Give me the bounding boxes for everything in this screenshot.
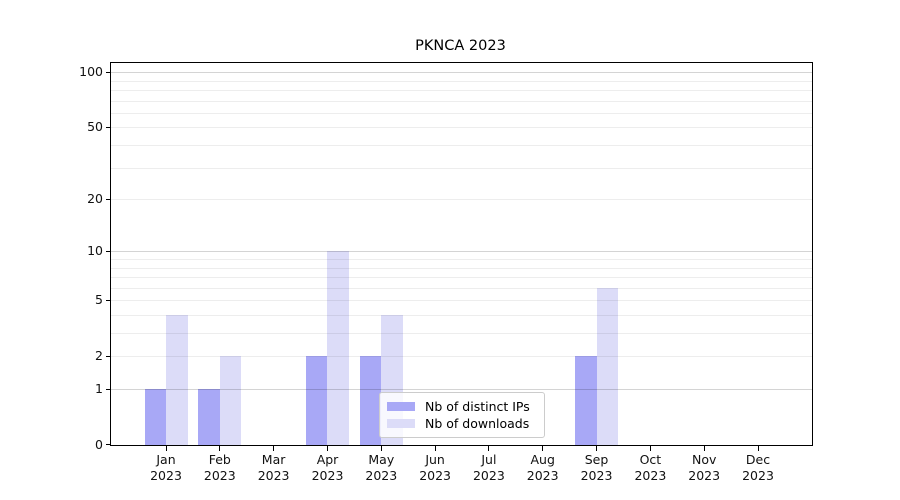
legend: Nb of distinct IPs Nb of downloads [379,392,545,438]
y-tick-label: 20 [87,191,103,206]
y-tick-mark [106,300,110,302]
y-tick-mark [106,389,110,390]
bar-distinct-ips [305,356,328,445]
x-tick-label: Oct 2023 [634,452,667,483]
x-tick-mark [165,446,167,451]
x-tick-label: Jan 2023 [150,452,182,483]
x-tick-mark [542,446,544,451]
x-tick-mark [273,446,275,451]
gridline-major [111,72,812,74]
legend-swatch-downloads [387,419,415,428]
gridline-minor [111,100,812,102]
x-tick-mark [649,446,651,451]
x-tick-label: Aug 2023 [526,452,559,483]
legend-label-distinct-ips: Nb of distinct IPs [425,399,530,414]
bar-downloads [219,356,242,445]
y-tick-mark [106,72,110,74]
x-tick-label: Apr 2023 [311,452,344,483]
gridline-minor [111,144,812,146]
gridline-minor [111,314,812,316]
gridline-minor [111,333,812,334]
plot-area: 0 1 2 5 10 20 50 100 Jan 2023 Feb 2023 Mar 2023 Apr… [79,62,813,483]
x-tick-mark [434,446,436,451]
legend-item-downloads: Nb of downloads [387,416,536,431]
bar-distinct-ips [359,356,382,445]
y-tick-label: 50 [87,119,103,135]
gridline-minor [111,267,812,269]
gridline-minor [111,277,812,278]
gridline-minor [111,199,812,200]
y-tick-mark [106,251,110,253]
y-tick-mark [106,356,110,358]
gridline-minor [111,258,812,260]
x-tick-mark [596,446,597,451]
y-tick-mark [106,444,110,445]
x-tick-label: Jun 2023 [419,452,451,483]
gridline-major [111,251,812,253]
legend-item-distinct-ips: Nb of distinct IPs [387,399,536,414]
x-tick-mark [380,446,382,451]
y-tick-label: 100 [79,64,103,80]
x-tick-label: Feb 2023 [203,452,236,483]
chart-title: PKNCA 2023 [415,38,506,54]
bar-distinct-ips [144,388,166,445]
x-tick-label: May 2023 [365,452,398,483]
y-tick-mark [106,199,110,200]
bar-downloads [327,251,349,445]
legend-swatch-distinct-ips [387,402,415,411]
x-tick-mark [327,446,328,451]
y-tick-label: 2 [95,348,103,364]
x-tick-mark [488,446,490,451]
gridline-minor [111,89,812,91]
y-tick-mark [106,127,110,129]
x-tick-label: Nov 2023 [688,452,721,483]
bar-distinct-ips [198,388,220,445]
y-tick-label: 0 [95,437,103,452]
x-tick-label: Jul 2023 [472,452,505,483]
gridline-major [111,389,812,390]
x-tick-mark [757,446,759,451]
gridline-minor [111,112,812,114]
gridline-minor [111,356,812,358]
legend-label-downloads: Nb of downloads [425,416,530,431]
y-tick-label: 5 [95,292,103,308]
y-tick-label: 10 [87,243,103,259]
gridline-minor [111,80,812,82]
x-tick-mark [219,446,221,451]
gridline-minor [111,300,812,302]
bar-downloads [596,287,619,445]
x-tick-label: Mar 2023 [257,452,290,483]
x-tick-label: Sep 2023 [580,452,613,483]
y-tick-label: 1 [95,381,103,396]
x-tick-label: Dec 2023 [742,452,774,483]
gridline-minor [111,167,812,169]
gridline-minor [111,127,812,129]
gridline-minor [111,287,812,289]
bar-distinct-ips [575,356,597,445]
bar-downloads [166,314,188,445]
x-tick-mark [703,446,705,451]
